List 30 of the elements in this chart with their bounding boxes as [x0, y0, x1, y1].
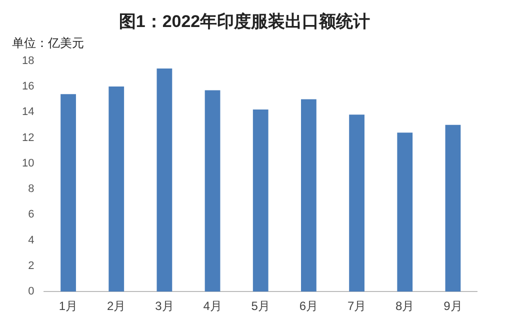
bar	[204, 90, 220, 292]
x-tick-label: 4月	[203, 299, 222, 314]
bar	[445, 124, 461, 292]
y-tick-label: 8	[28, 183, 34, 196]
y-tick-label: 16	[22, 80, 34, 92]
bar	[108, 86, 124, 292]
bar	[60, 94, 76, 292]
y-tick-label: 10	[22, 157, 34, 170]
y-tick-label: 18	[22, 54, 34, 67]
y-axis-title: 单位：亿美元	[12, 36, 84, 50]
bar	[349, 114, 364, 292]
bar	[252, 110, 268, 292]
x-tick-label: 2月	[107, 299, 126, 314]
x-tick-label: 3月	[155, 299, 174, 314]
x-tick-label: 8月	[396, 299, 414, 314]
x-tick-label: 5月	[251, 299, 270, 314]
y-tick-label: 0	[28, 286, 34, 298]
bar	[156, 68, 172, 292]
bar	[301, 99, 316, 292]
y-tick-label: 4	[28, 234, 34, 246]
y-tick-label: 14	[22, 106, 34, 118]
y-tick-label: 12	[22, 132, 34, 144]
y-tick-label: 6	[28, 208, 34, 221]
x-tick-label: 6月	[299, 299, 318, 314]
bar	[397, 132, 413, 292]
x-tick-label: 9月	[444, 299, 462, 314]
x-tick-label: 7月	[347, 299, 366, 314]
chart-title: 图1：2022年印度服装出口额统计	[118, 12, 370, 31]
x-tick-label: 1月	[58, 299, 78, 314]
y-tick-label: 2	[28, 260, 34, 272]
